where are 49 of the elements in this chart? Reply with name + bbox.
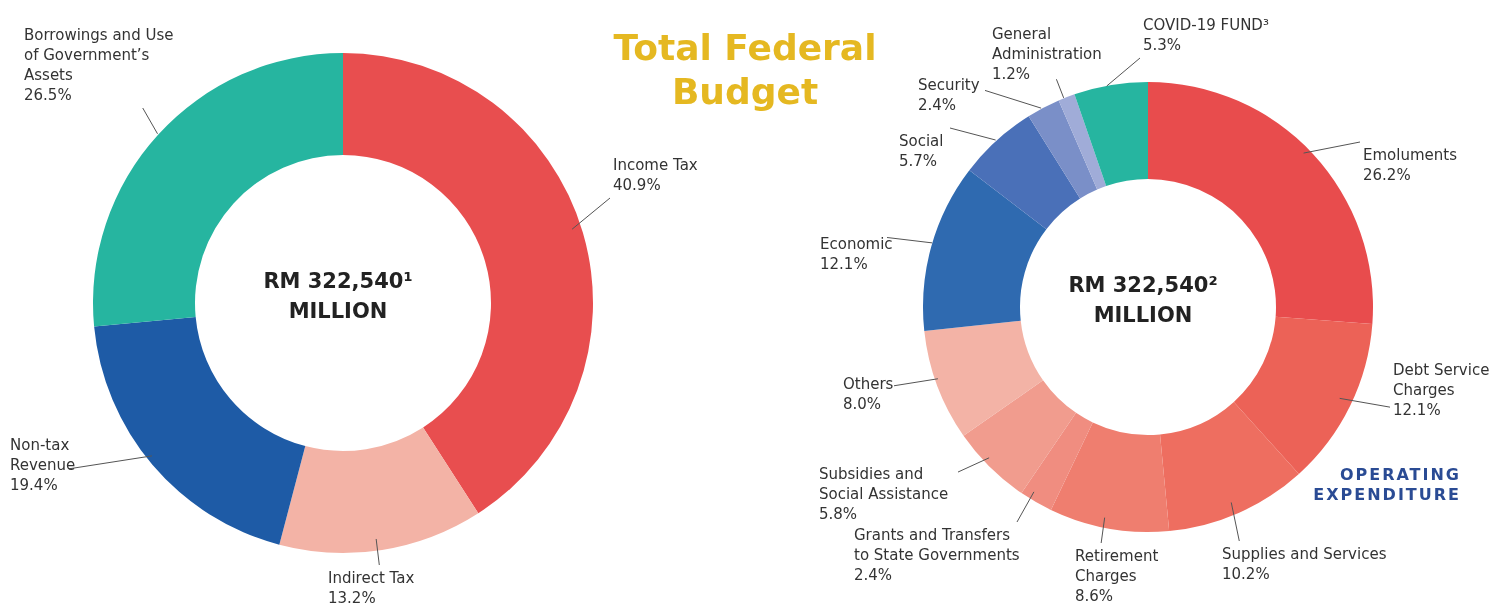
slice-label: Security [918,76,980,94]
data-label: 40.9% [613,176,661,194]
data-label: 26.5% [24,86,72,104]
slice-label: General Administration [992,25,1102,63]
data-label: 1.2% [992,65,1031,83]
data-label: 2.4% [854,566,893,584]
donut-slice [94,316,306,545]
donut-slice [1021,412,1093,510]
slice-label: Retirement Charges [1075,547,1159,585]
data-label: 8.0% [843,395,882,413]
donut-slice [969,116,1081,230]
slice-label: Others [843,375,894,393]
donut-slice [1050,422,1170,532]
text: OPERATING EXPENDITURE [1313,465,1461,504]
slice-label: Indirect Tax [328,569,415,587]
data-label: 2.4% [918,96,957,114]
donut-slice [279,427,479,553]
slice-label: Income Tax [613,156,698,174]
data-label: 5.7% [899,152,938,170]
slice-label: Supplies and Services [1222,545,1387,563]
data-label: 12.1% [820,255,868,273]
donut-slice [924,320,1044,436]
slice-label: Debt Service Charges [1393,361,1490,399]
slice-label: Grants and Transfers to State Governments [854,526,1020,564]
data-label: 12.1% [1393,401,1441,419]
slice-label: Emoluments [1363,146,1458,164]
data-label: 8.6% [1075,587,1114,605]
data-label: 13.2% [328,589,376,606]
data-label: 5.3% [1143,36,1182,54]
slice-label: Subsidies and Social Assistance [819,465,949,503]
text: RM 322,540¹ [263,269,413,293]
data-label: 10.2% [1222,565,1270,583]
donut-slice [963,380,1077,494]
donut-slice [923,170,1047,331]
donut-slice [1028,100,1098,199]
data-label: 5.8% [819,505,858,523]
text: MILLION [1093,303,1193,327]
data-label: 26.2% [1363,166,1411,184]
slice-label: Economic [820,235,893,253]
slice-label: Non-tax Revenue [10,436,76,474]
text: Total Federal Budget [612,26,878,114]
donut-slice [1074,82,1148,187]
slice-label: Social [899,132,944,150]
donut-slice [1058,94,1107,190]
data-label: 19.4% [10,476,58,494]
text: MILLION [288,299,388,323]
text: RM 322,540² [1068,273,1218,297]
slice-label: Borrowings and Use of Government’s Assets [24,26,174,84]
slice-label: COVID-19 FUND³ [1143,16,1269,34]
